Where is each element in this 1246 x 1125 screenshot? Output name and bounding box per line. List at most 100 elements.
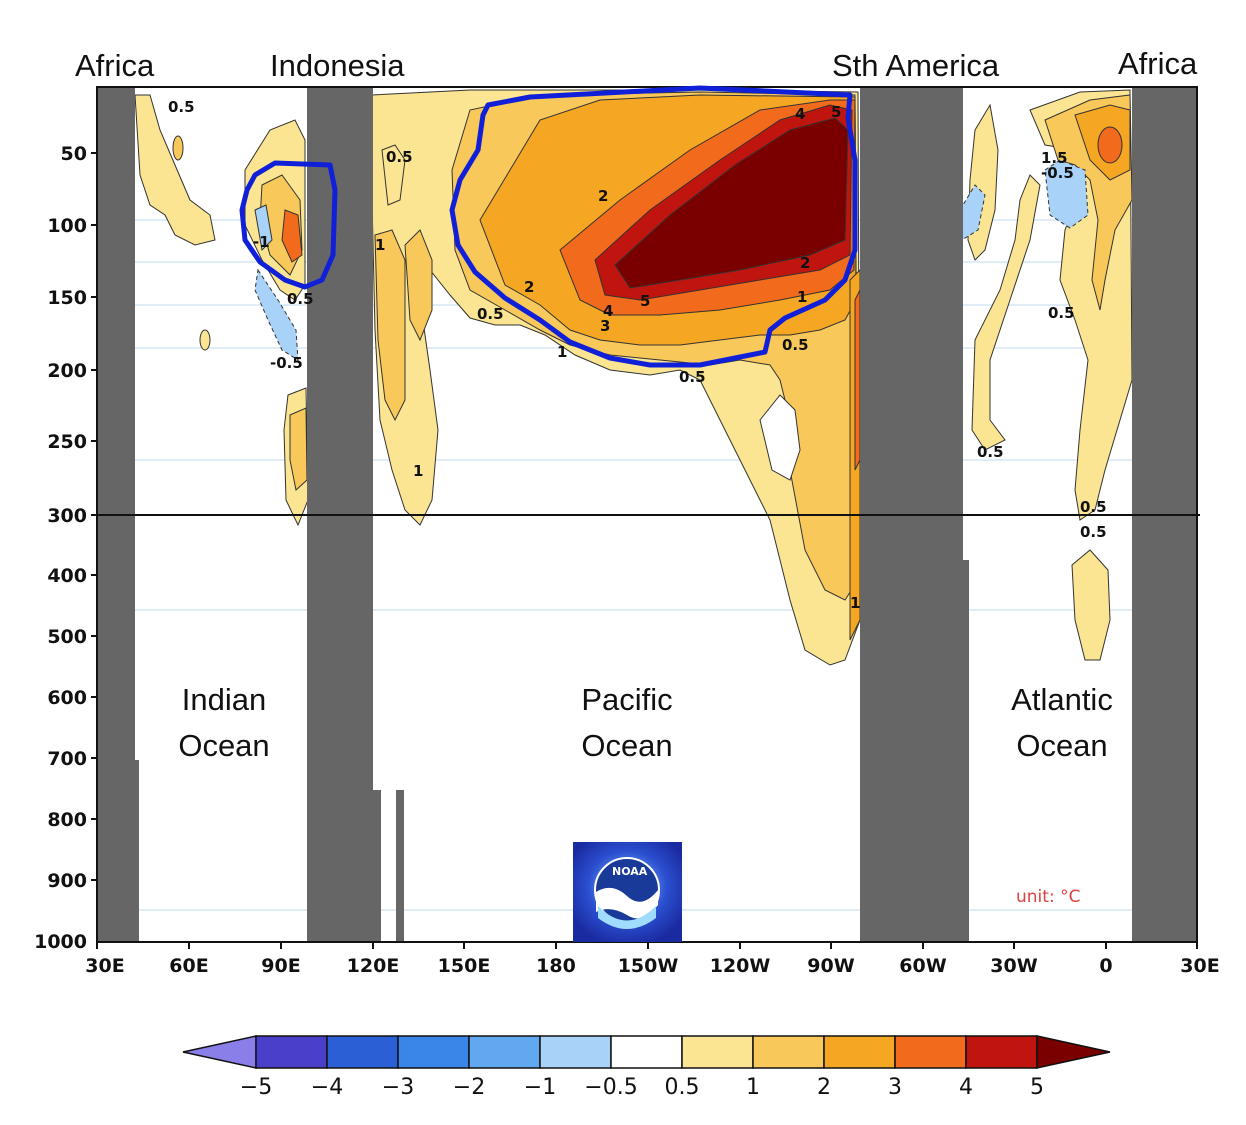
colorbar-segment xyxy=(823,1035,896,1069)
y-tick-label: 700 xyxy=(47,748,87,770)
contour-label: 0.5 xyxy=(679,368,706,386)
contour-label: 1 xyxy=(413,462,423,480)
y-tick-label: 150 xyxy=(47,287,87,309)
contour-label: -0.5 xyxy=(270,354,303,372)
colorbar-label: −1 xyxy=(524,1075,556,1100)
colorbar-label: 0.5 xyxy=(665,1075,700,1100)
contour-label: -1 xyxy=(253,233,270,251)
colorbar-segment xyxy=(397,1035,470,1069)
y-tick-label: 250 xyxy=(47,431,87,453)
colorbar-label: 4 xyxy=(959,1075,973,1100)
colorbar-label: −2 xyxy=(453,1075,485,1100)
x-axis: 30E 60E 90E 120E 150E 180 150W 120W 90W … xyxy=(85,942,1220,977)
pacific-ocean-label: Ocean xyxy=(581,728,672,763)
colorbar-segment xyxy=(255,1035,328,1069)
colorbar-segment xyxy=(539,1035,612,1069)
colorbar-segment xyxy=(468,1035,541,1069)
y-tick-label: 900 xyxy=(47,870,87,892)
pacific-ocean-highlight-outline xyxy=(449,85,858,368)
indian-ocean-label: Ocean xyxy=(178,728,269,763)
contour-label: 0.5 xyxy=(386,148,413,166)
contour-label: 2 xyxy=(800,254,810,272)
ocean-labels: Indian Ocean Pacific Ocean Atlantic Ocea… xyxy=(178,682,1113,763)
y-tick-label: 600 xyxy=(47,687,87,709)
x-tick-label: 60W xyxy=(899,955,946,977)
colorbar-segment-min-arrow xyxy=(182,1035,257,1069)
contour-label: 1 xyxy=(375,236,385,254)
y-tick-label: 800 xyxy=(47,809,87,831)
contour-label: 1 xyxy=(850,594,860,612)
y-tick-label: 1000 xyxy=(34,931,87,953)
region-labels: Africa Indonesia Sth America Africa xyxy=(75,46,1198,83)
y-tick-label: 100 xyxy=(47,215,87,237)
contour-label: -0.5 xyxy=(1041,164,1074,182)
region-label-africa-right: Africa xyxy=(1118,46,1198,81)
y-tick-label: 400 xyxy=(47,565,87,587)
colorbar-segment xyxy=(326,1035,399,1069)
contour-label: 0.5 xyxy=(477,305,504,323)
region-label-indonesia: Indonesia xyxy=(270,48,405,83)
x-tick-label: 150E xyxy=(438,955,491,977)
contour-label: 0.5 xyxy=(1048,304,1075,322)
pacific-ocean-anomaly-field xyxy=(371,89,861,666)
colorbar-segment-max-arrow xyxy=(1036,1035,1111,1069)
contour-label: 2 xyxy=(598,187,608,205)
colorbar-segment xyxy=(681,1035,754,1069)
contour-label: 0.5 xyxy=(287,290,314,308)
colorbar-segment xyxy=(610,1035,683,1069)
noaa-logo: NOAA xyxy=(573,842,682,942)
x-tick-label: 30W xyxy=(990,955,1037,977)
x-tick-label: 150W xyxy=(618,955,679,977)
colorbar-segment xyxy=(752,1035,825,1069)
colorbar-label: −4 xyxy=(311,1075,343,1100)
region-label-south-america: Sth America xyxy=(832,48,1000,83)
contour-label: 0.5 xyxy=(782,336,809,354)
contour-labels: 0.5 0.5 -1 0.5 -0.5 1 1 0.5 2 2 4 5 4 3 … xyxy=(168,98,1107,612)
colorbar-label: 3 xyxy=(888,1075,902,1100)
contour-label: 0.5 xyxy=(977,443,1004,461)
y-tick-label: 500 xyxy=(47,626,87,648)
noaa-logo-text: NOAA xyxy=(612,865,648,878)
colorbar-labels: −5 −4 −3 −2 −1 −0.5 0.5 1 2 3 4 5 xyxy=(240,1075,1044,1100)
colorbar-label: 5 xyxy=(1030,1075,1044,1100)
x-tick-label: 0 xyxy=(1099,955,1112,977)
atlantic-ocean-label: Atlantic xyxy=(1011,682,1113,717)
x-tick-label: 90E xyxy=(261,955,300,977)
contour-label: 2 xyxy=(524,278,534,296)
colorbar-label: 1 xyxy=(746,1075,760,1100)
y-tick-label: 50 xyxy=(61,143,87,165)
pacific-ocean-label: Pacific xyxy=(581,682,672,717)
indian-ocean-highlight-outline xyxy=(239,160,338,290)
x-tick-label: 30E xyxy=(1180,955,1219,977)
x-tick-label: 90W xyxy=(807,955,854,977)
colorbar xyxy=(182,1035,1111,1069)
y-tick-label: 300 xyxy=(47,505,87,527)
contour-label: 1 xyxy=(557,343,567,361)
x-tick-label: 120W xyxy=(710,955,771,977)
y-tick-label: 200 xyxy=(47,360,87,382)
contour-label: 0.5 xyxy=(1080,498,1107,516)
contour-label: 0.5 xyxy=(168,98,195,116)
contour-label: 5 xyxy=(831,103,841,121)
region-label-africa-left: Africa xyxy=(75,48,155,83)
x-tick-label: 180 xyxy=(536,955,576,977)
atlantic-ocean-anomaly-field xyxy=(959,89,1133,661)
colorbar-label: −3 xyxy=(382,1075,414,1100)
y-axis: 50 100 150 200 250 300 400 500 600 700 8… xyxy=(34,143,97,953)
contour-label: 5 xyxy=(640,292,650,310)
contour-label: 1 xyxy=(797,288,807,306)
atlantic-ocean-label: Ocean xyxy=(1016,728,1107,763)
x-tick-label: 30E xyxy=(85,955,124,977)
contour-label: 3 xyxy=(600,317,610,335)
x-tick-label: 120E xyxy=(347,955,400,977)
contour-label: 4 xyxy=(795,105,805,123)
x-tick-label: 60E xyxy=(169,955,208,977)
indian-ocean-label: Indian xyxy=(182,682,266,717)
colorbar-segment xyxy=(965,1035,1038,1069)
contour-label: 4 xyxy=(603,302,613,320)
colorbar-label: 2 xyxy=(817,1075,831,1100)
contour-label: 1.5 xyxy=(1041,149,1068,167)
unit-label: unit: °C xyxy=(1016,887,1080,907)
colorbar-label: −0.5 xyxy=(584,1075,637,1100)
